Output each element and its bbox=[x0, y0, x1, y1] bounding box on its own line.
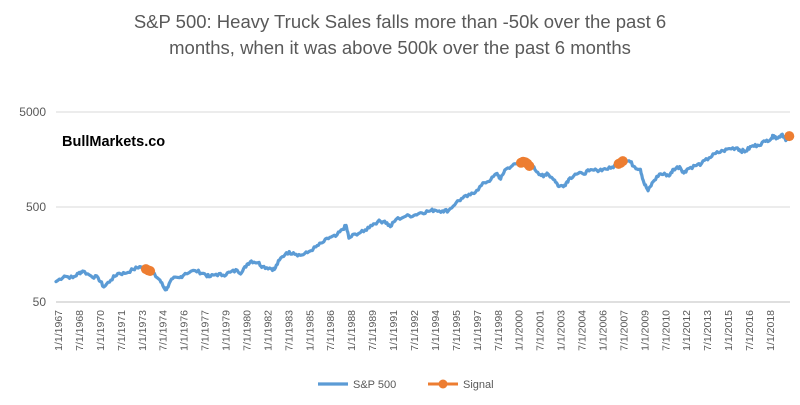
x-tick-label: 7/1/2007 bbox=[618, 310, 630, 351]
watermark: BullMarkets.co bbox=[62, 134, 165, 150]
x-tick-label: 1/1/2009 bbox=[639, 310, 651, 351]
x-tick-label: 7/1/1983 bbox=[283, 310, 295, 351]
x-tick-label: 1/1/2006 bbox=[597, 310, 609, 351]
x-tick-label: 1/1/1991 bbox=[388, 310, 400, 351]
x-tick-label: 7/1/1968 bbox=[74, 310, 86, 351]
x-tick-label: 1/1/2012 bbox=[681, 310, 693, 351]
signal-marker bbox=[617, 156, 628, 167]
y-tick-label: 50 bbox=[33, 295, 47, 309]
legend-item-signal: Signal bbox=[428, 379, 494, 391]
signal-marker bbox=[524, 161, 535, 171]
signal-marker bbox=[145, 266, 156, 276]
x-tick-label: 1/1/1982 bbox=[262, 310, 274, 351]
x-tick-label: 7/1/2010 bbox=[660, 310, 672, 351]
x-tick-label: 7/1/1977 bbox=[200, 310, 212, 351]
signal-series-markers bbox=[140, 131, 795, 276]
legend-label-signal: Signal bbox=[463, 379, 494, 391]
y-tick-label: 5000 bbox=[19, 105, 46, 119]
signal-marker bbox=[784, 131, 795, 142]
sp500-series-line bbox=[54, 132, 792, 292]
legend: S&P 500 Signal bbox=[318, 379, 494, 391]
legend-item-sp500: S&P 500 bbox=[318, 379, 396, 391]
x-tick-label: 1/1/2015 bbox=[723, 310, 735, 351]
x-tick-label: 1/1/1967 bbox=[53, 310, 65, 351]
y-axis-tick-labels: 50 500 5000 bbox=[19, 105, 46, 309]
chart-title: S&P 500: Heavy Truck Sales falls more th… bbox=[134, 11, 666, 58]
x-tick-label: 1/1/2003 bbox=[556, 310, 568, 351]
x-tick-label: 7/1/1980 bbox=[241, 310, 253, 351]
x-tick-label: 1/1/1973 bbox=[137, 310, 149, 351]
x-tick-label: 7/1/2013 bbox=[702, 310, 714, 351]
x-tick-label: 1/1/1979 bbox=[221, 310, 233, 351]
x-tick-label: 1/1/1988 bbox=[346, 310, 358, 351]
x-tick-label: 1/1/2000 bbox=[514, 310, 526, 351]
x-tick-label: 1/1/1976 bbox=[179, 310, 191, 351]
x-tick-label: 1/1/1985 bbox=[304, 310, 316, 351]
x-tick-label: 7/1/2001 bbox=[535, 310, 547, 351]
x-tick-label: 1/1/2018 bbox=[765, 310, 777, 351]
legend-label-sp500: S&P 500 bbox=[353, 379, 396, 391]
x-tick-label: 7/1/1974 bbox=[158, 310, 170, 351]
x-axis-tick-labels: 1/1/1967 7/1/1968 1/1/1970 7/1/1971 1/1/1973… bbox=[53, 310, 777, 351]
x-tick-label: 1/1/1994 bbox=[430, 310, 442, 351]
chart-title-line-2: months, when it was above 500k over the … bbox=[169, 37, 631, 58]
x-tick-label: 7/1/2004 bbox=[577, 310, 589, 351]
x-tick-label: 7/1/1995 bbox=[451, 310, 463, 351]
chart-title-line-1: S&P 500: Heavy Truck Sales falls more th… bbox=[134, 11, 666, 32]
x-tick-label: 1/1/1997 bbox=[472, 310, 484, 351]
legend-swatch-signal-marker bbox=[438, 379, 448, 389]
x-tick-label: 7/1/1971 bbox=[116, 310, 128, 351]
x-tick-label: 7/1/1998 bbox=[493, 310, 505, 351]
x-tick-label: 7/1/1989 bbox=[367, 310, 379, 351]
gridlines bbox=[56, 111, 790, 208]
x-tick-label: 1/1/1970 bbox=[95, 310, 107, 351]
x-tick-label: 7/1/1992 bbox=[409, 310, 421, 351]
y-tick-label: 500 bbox=[26, 200, 46, 214]
x-tick-label: 7/1/2016 bbox=[744, 310, 756, 351]
x-tick-label: 7/1/1986 bbox=[325, 310, 337, 351]
